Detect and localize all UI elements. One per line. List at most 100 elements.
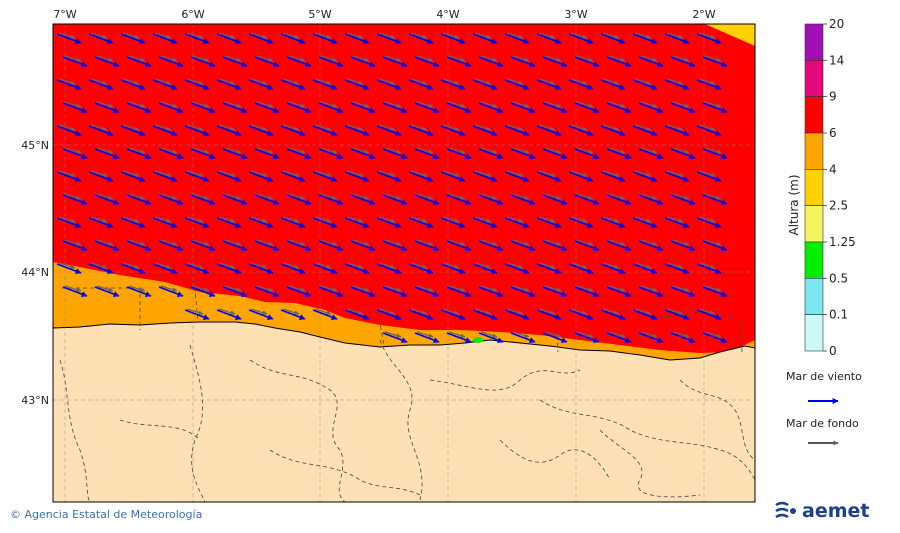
swell-vector [512,147,530,155]
swell-vector [64,239,82,247]
wind-sea-vector [638,148,664,159]
wind-sea-vector [446,332,472,343]
wind-sea-vector [184,217,210,228]
wind-sea-vector [120,263,146,274]
swell-vector [608,101,626,109]
wind-sea-vector [222,194,248,205]
wind-sea-vector [56,171,82,182]
swell-vector [282,78,300,86]
wind-sea-vector [664,79,690,90]
swell-vector [416,239,434,247]
swell-vector [58,32,76,40]
colorbar-segment [804,169,824,206]
wind-sea-vector [408,125,434,136]
wind-sea-vector [414,240,440,251]
wind-sea-vector [478,148,504,159]
wind-sea-vector [62,194,88,205]
wind-sea-vector [254,286,280,297]
swell-vector [506,32,524,40]
swell-vector [448,239,466,247]
swell-vector [602,124,620,132]
swell-vector [480,331,498,339]
wind-sea-vector [638,286,664,297]
colorbar [804,23,824,352]
swell-vector [442,262,460,270]
swell-vector [570,262,588,270]
wind-sea-vector [120,79,146,90]
wind-sea-vector [94,194,120,205]
swell-vector [250,216,268,224]
wind-sea-vector [600,125,626,136]
lon-tick-labels: 7°W 6°W 5°W 4°W 3°W 2°W [53,8,715,21]
swell-vector [218,32,236,40]
swell-vector [384,239,402,247]
wind-sea-vector [670,56,696,67]
wind-sea-vector [606,102,632,113]
swell-vector [538,170,556,178]
wind-sea-vector [632,33,658,44]
wind-sea-vector [382,56,408,67]
wind-sea-vector [350,240,376,251]
wind-sea-vector [376,309,402,320]
wave-band-0.5-1.25 [473,337,483,343]
swell-vector [250,32,268,40]
wind-sea-vector [440,309,466,320]
wind-sea-vector [62,56,88,67]
wind-sea-vector [504,79,530,90]
lon-label: 3°W [564,8,587,21]
wind-sea-vector [510,56,536,67]
wind-sea-vector [472,33,498,44]
swell-vector [410,78,428,86]
swell-vector [480,193,498,201]
wind-sea-vector [222,286,248,297]
wind-sea-vector [702,332,728,343]
wind-sea-vector [94,56,120,67]
swell-vector [154,124,172,132]
swell-vector [474,216,492,224]
wind-sea-vector [600,79,626,90]
wind-sea-vector [568,171,594,182]
swell-vector [352,147,370,155]
wind-sea-vector [472,125,498,136]
wind-sea-vector [478,286,504,297]
swell-vector [640,101,658,109]
swell-vector [698,170,716,178]
wind-sea-vector [280,263,306,274]
swell-vector [384,193,402,201]
wind-sea-vector [664,263,690,274]
wind-sea-vector [414,194,440,205]
wind-sea-vector [574,148,600,159]
swell-vector [192,55,210,63]
swell-vector [474,124,492,132]
wind-sea-vector [664,33,690,44]
wind-sea-vector [568,217,594,228]
wind-sea-vector [702,194,728,205]
swell-vector [128,101,146,109]
swell-vector [218,308,236,316]
swell-vector [666,308,684,316]
swell-vector [512,55,530,63]
map-frame [52,23,756,503]
wind-sea-vector [56,263,82,274]
wind-sea-vector [184,33,210,44]
swell-vector [384,101,402,109]
swell-legend-label: Mar de fondo [786,417,859,430]
wind-sea-vector [510,148,536,159]
colorbar-labels: 20 14 9 6 4 2.5 1.25 0.5 0.1 0 [823,17,856,358]
swell-vector [128,285,146,293]
swell-vector [218,216,236,224]
wind-sea-vector [568,79,594,90]
wind-sea-vector [222,56,248,67]
wind-sea-vector [536,217,562,228]
swell-vector [160,101,178,109]
wind-sea-vector [286,286,312,297]
aemet-logo: aemet [774,500,869,522]
wind-sea-vector [318,56,344,67]
swell-vector [634,32,652,40]
swell-vector [96,239,114,247]
colorbar-level-label: 2.5 [829,199,848,213]
wind-sea-vector [632,79,658,90]
wind-sea-vector [440,217,466,228]
colorbar-segment [804,60,824,97]
swell-vector [506,308,524,316]
